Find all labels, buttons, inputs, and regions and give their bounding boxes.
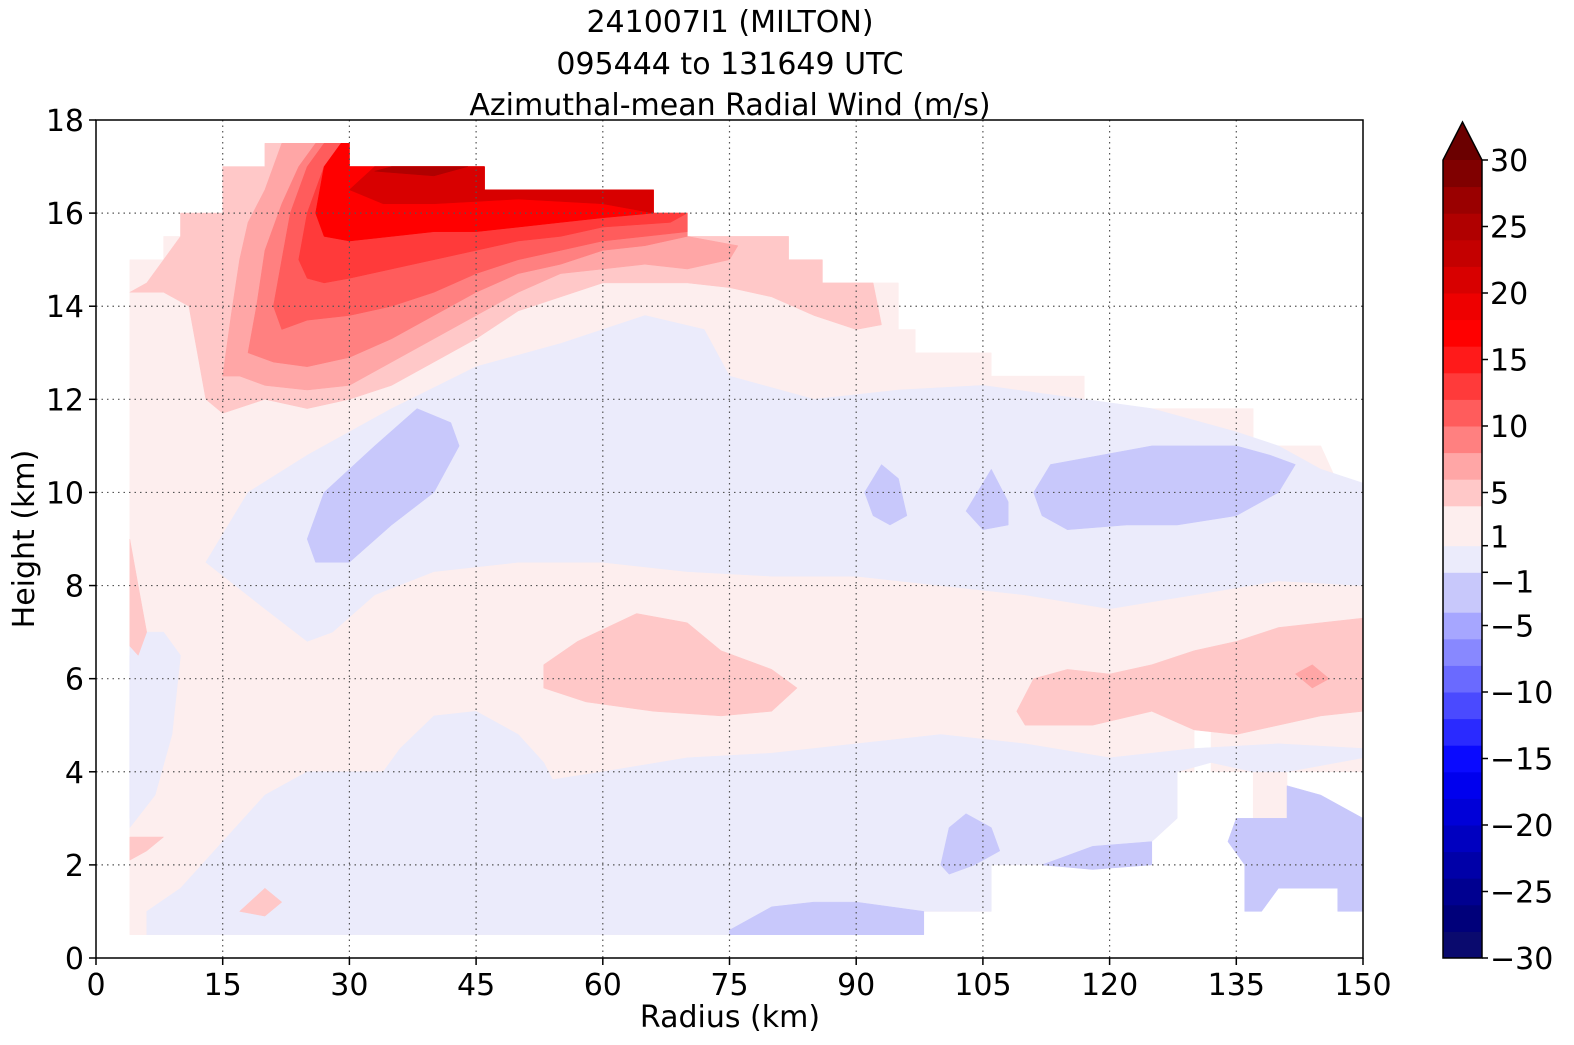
colorbar-band bbox=[1443, 293, 1482, 321]
colorbar-band bbox=[1443, 878, 1482, 906]
colorbar-band bbox=[1443, 239, 1482, 267]
colorbar-band bbox=[1443, 452, 1482, 480]
x-tick-label: 120 bbox=[1081, 968, 1138, 1003]
contour-region-15 bbox=[543, 613, 798, 717]
colorbar-tick-label: −5 bbox=[1490, 610, 1534, 645]
x-tick-label: 0 bbox=[86, 968, 105, 1003]
contour-fills bbox=[128, 143, 1364, 935]
contour-region-8 bbox=[729, 901, 925, 935]
contour-region-11 bbox=[1227, 785, 1364, 912]
x-tick-label: 105 bbox=[954, 968, 1011, 1003]
x-tick-label: 90 bbox=[837, 968, 875, 1003]
contour-region-19 bbox=[129, 836, 165, 861]
y-tick-label: 6 bbox=[65, 663, 84, 698]
y-tick-label: 10 bbox=[46, 476, 84, 511]
colorbar-band bbox=[1443, 213, 1482, 241]
x-tick-label: 135 bbox=[1208, 968, 1265, 1003]
y-tick-label: 12 bbox=[46, 383, 84, 418]
y-tick-label: 2 bbox=[65, 849, 84, 884]
contour-region-2 bbox=[306, 408, 460, 563]
y-axis-label: Height (km) bbox=[7, 450, 42, 629]
colorbar-tick-label: 20 bbox=[1490, 277, 1528, 312]
colorbar-tick-label: −1 bbox=[1490, 565, 1534, 600]
y-tick-label: 0 bbox=[65, 942, 84, 977]
colorbar-band bbox=[1443, 612, 1482, 640]
y-tick-label: 4 bbox=[65, 756, 84, 791]
colorbar-tick-label: 10 bbox=[1490, 410, 1528, 445]
colorbar-tick-label: 5 bbox=[1490, 477, 1509, 512]
colorbar-band bbox=[1443, 266, 1482, 294]
y-tick-label: 16 bbox=[46, 197, 84, 232]
colorbar-band bbox=[1443, 160, 1482, 188]
colorbar-tick-label: 15 bbox=[1490, 344, 1528, 379]
colorbar-band bbox=[1443, 346, 1482, 374]
colorbar-band bbox=[1443, 479, 1482, 507]
x-tick-label: 60 bbox=[584, 968, 622, 1003]
colorbar-band bbox=[1443, 572, 1482, 613]
colorbar-band bbox=[1443, 745, 1482, 773]
y-tick-label: 18 bbox=[46, 104, 84, 139]
colorbar-band bbox=[1443, 372, 1482, 400]
x-axis-ticks: 0 15 30 45 60 75 90 105 120 135 150 bbox=[86, 958, 1392, 1003]
title-line-1: 241007I1 (MILTON) bbox=[586, 5, 873, 40]
colorbar-band bbox=[1443, 825, 1482, 853]
y-axis-ticks: 0 2 4 6 8 10 12 14 16 18 bbox=[46, 104, 96, 977]
colorbar-band bbox=[1443, 426, 1482, 454]
x-tick-label: 45 bbox=[457, 968, 495, 1003]
grid-lines bbox=[96, 120, 1363, 958]
contour-region-28 bbox=[374, 166, 468, 177]
plot-area: 0 15 30 45 60 75 90 105 120 135 150 0 2 4 6 8 10 12 14 16 1… bbox=[46, 104, 1392, 1003]
colorbar: 30 25 20 15 10 5 1 −1 −5 −10 −15 −20 −25 −30 bbox=[1442, 120, 1553, 977]
colorbar-tick-label: −25 bbox=[1490, 876, 1553, 911]
contour-region-7 bbox=[382, 711, 561, 842]
colorbar-tick-label: 25 bbox=[1490, 211, 1528, 246]
colorbar-band bbox=[1443, 931, 1482, 959]
x-tick-label: 150 bbox=[1334, 968, 1391, 1003]
y-tick-label: 8 bbox=[65, 570, 84, 605]
chart-title: 241007I1 (MILTON) 095444 to 131649 UTC A… bbox=[469, 5, 990, 123]
colorbar-band bbox=[1443, 319, 1482, 347]
colorbar-band bbox=[1443, 399, 1482, 427]
colorbar-tick-label: −20 bbox=[1490, 809, 1553, 844]
title-line-3: Azimuthal-mean Radial Wind (m/s) bbox=[469, 88, 990, 123]
colorbar-band bbox=[1443, 798, 1482, 826]
title-line-2: 095444 to 131649 UTC bbox=[556, 47, 903, 82]
colorbar-band bbox=[1443, 904, 1482, 932]
colorbar-band bbox=[1443, 545, 1482, 573]
colorbar-tick-label: −30 bbox=[1490, 942, 1553, 977]
colorbar-band bbox=[1443, 771, 1482, 799]
colorbar-band bbox=[1443, 638, 1482, 666]
contour-region-10 bbox=[1041, 841, 1153, 870]
x-tick-label: 30 bbox=[330, 968, 368, 1003]
colorbar-band bbox=[1443, 718, 1482, 746]
colorbar-outline bbox=[1442, 120, 1483, 959]
colorbar-tick-label: 1 bbox=[1490, 521, 1509, 556]
colorbar-band bbox=[1443, 665, 1482, 693]
x-tick-label: 75 bbox=[710, 968, 748, 1003]
contour-region-3 bbox=[864, 464, 908, 526]
colorbar-band bbox=[1443, 851, 1482, 879]
contour-region-4 bbox=[965, 468, 1009, 530]
colorbar-extend-arrow bbox=[1443, 122, 1482, 160]
x-tick-label: 15 bbox=[204, 968, 242, 1003]
colorbar-tick-label: −15 bbox=[1490, 743, 1553, 778]
contour-region-18 bbox=[129, 538, 147, 656]
colorbar-band bbox=[1443, 505, 1482, 547]
colorbar-tick-label: 30 bbox=[1490, 144, 1528, 179]
contour-region-9 bbox=[940, 813, 1001, 875]
colorbar-tick-label: −10 bbox=[1490, 676, 1553, 711]
y-tick-label: 14 bbox=[46, 290, 84, 325]
contour-region-20 bbox=[239, 887, 283, 917]
colorbar-band bbox=[1443, 186, 1482, 214]
colorbar-band bbox=[1443, 692, 1482, 720]
x-axis-label: Radius (km) bbox=[640, 1000, 820, 1035]
contour-region-5 bbox=[1033, 445, 1296, 530]
